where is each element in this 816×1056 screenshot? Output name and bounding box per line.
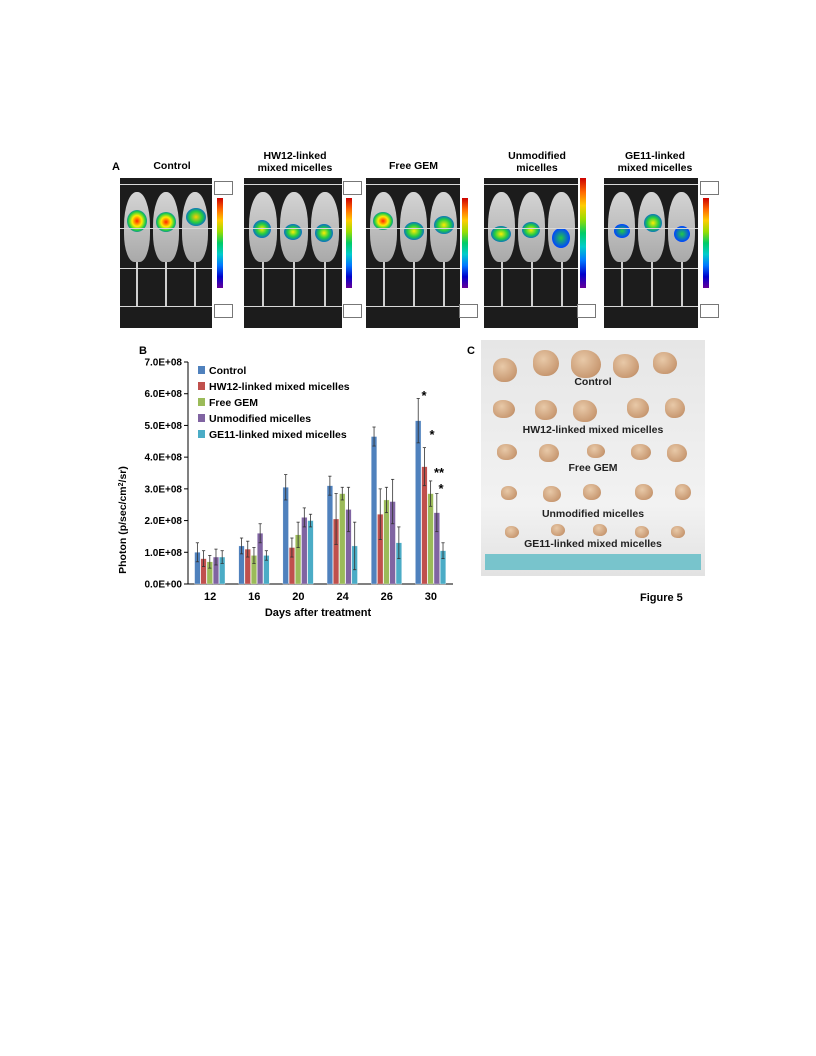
legend-swatch [198, 366, 205, 374]
group-title-line1: Unmodified [508, 150, 566, 162]
bar [339, 493, 346, 585]
bioluminescence-bar-chart: 0.0E+00 1.0E+08 2.0E+08 3.0E+08 4.0E+08 5.0E+… [117, 358, 453, 619]
x-axis-label: Days after treatment [265, 607, 372, 619]
group-title-line1: GE11-linked [624, 150, 686, 162]
legend-swatch [198, 382, 205, 390]
y-tick-label: 6.0E+08 [144, 389, 182, 400]
y-tick-label: 1.0E+08 [144, 548, 182, 559]
bar [326, 485, 333, 585]
group-title-line2: mixed micelles [257, 162, 333, 174]
tumor-row-label: GE11-linked mixed micelles [524, 538, 662, 550]
legend-swatch [198, 430, 205, 438]
bioluminescence-image-free-gem [366, 178, 460, 328]
bar [371, 436, 377, 585]
tumor-row-label: Free GEM [568, 462, 618, 474]
group-title-control: Control [122, 160, 222, 172]
bar [301, 517, 308, 585]
y-tick-label: 3.0E+08 [144, 484, 182, 495]
color-scale-bar [703, 198, 709, 288]
group-title-line2: micelles [516, 162, 558, 174]
panel-a-letter: A [112, 161, 120, 173]
x-tick-label: 30 [425, 591, 437, 603]
y-tick-label: 0.0E+00 [144, 580, 182, 591]
group-title-line2: mixed micelles [617, 162, 693, 174]
significance-marker: * [438, 481, 444, 496]
color-scale-bar [217, 198, 223, 288]
x-tick-label: 24 [336, 591, 349, 603]
group-title-line1: Control [153, 160, 191, 172]
bioluminescence-image-control [120, 178, 212, 328]
y-axis-label: Photon (p/sec/cm2/sr) [117, 466, 129, 574]
color-scale-bar [346, 198, 352, 288]
y-tick-label: 2.0E+08 [144, 516, 182, 527]
x-tick-label: 26 [381, 591, 393, 603]
significance-marker: * [421, 388, 427, 403]
ruler [485, 554, 701, 570]
tumor-row-label: Unmodified micelles [541, 508, 645, 520]
bar [427, 493, 434, 585]
x-tick-label: 12 [204, 591, 216, 603]
legend-swatch [198, 414, 205, 422]
bioluminescence-image-hw12 [244, 178, 342, 328]
group-title-unmodified: Unmodified micelles [487, 150, 587, 174]
significance-marker: * [429, 427, 435, 442]
group-title-free-gem: Free GEM [366, 160, 461, 172]
y-tick-label: 4.0E+08 [144, 453, 182, 464]
legend-label: Control [209, 365, 246, 377]
panel-b-letter: B [139, 345, 147, 357]
y-tick-label: 7.0E+08 [144, 358, 182, 369]
figure-caption: Figure 5 [640, 592, 683, 604]
bar [307, 520, 314, 585]
color-scale-bar [462, 198, 468, 288]
tumor-row-label: HW12-linked mixed micelles [522, 424, 664, 436]
bioluminescence-image-unmodified [484, 178, 578, 328]
bar [282, 487, 289, 585]
significance-marker: ** [434, 465, 445, 480]
tumor-row-label: Control [574, 376, 612, 388]
x-tick-label: 16 [248, 591, 260, 603]
tumor-photo: Control HW12-linked mixed micelles Free … [481, 340, 705, 576]
y-tick-label: 5.0E+08 [144, 421, 182, 432]
legend-label: HW12-linked mixed micelles [209, 381, 350, 393]
group-title-ge11: GE11-linked mixed micelles [600, 150, 710, 174]
bioluminescence-image-ge11 [604, 178, 698, 328]
legend-label: Free GEM [209, 397, 258, 409]
color-scale-bar [580, 178, 586, 288]
panel-c-letter: C [467, 345, 475, 357]
legend-swatch [198, 398, 205, 406]
legend-label: GE11-linked mixed micelles [209, 429, 347, 441]
group-title-hw12: HW12-linked mixed micelles [240, 150, 350, 174]
x-tick-label: 20 [292, 591, 304, 603]
group-title-line1: HW12-linked [263, 150, 327, 162]
bar [415, 420, 422, 585]
legend-label: Unmodified micelles [209, 413, 311, 425]
group-title-line1: Free GEM [388, 160, 438, 172]
